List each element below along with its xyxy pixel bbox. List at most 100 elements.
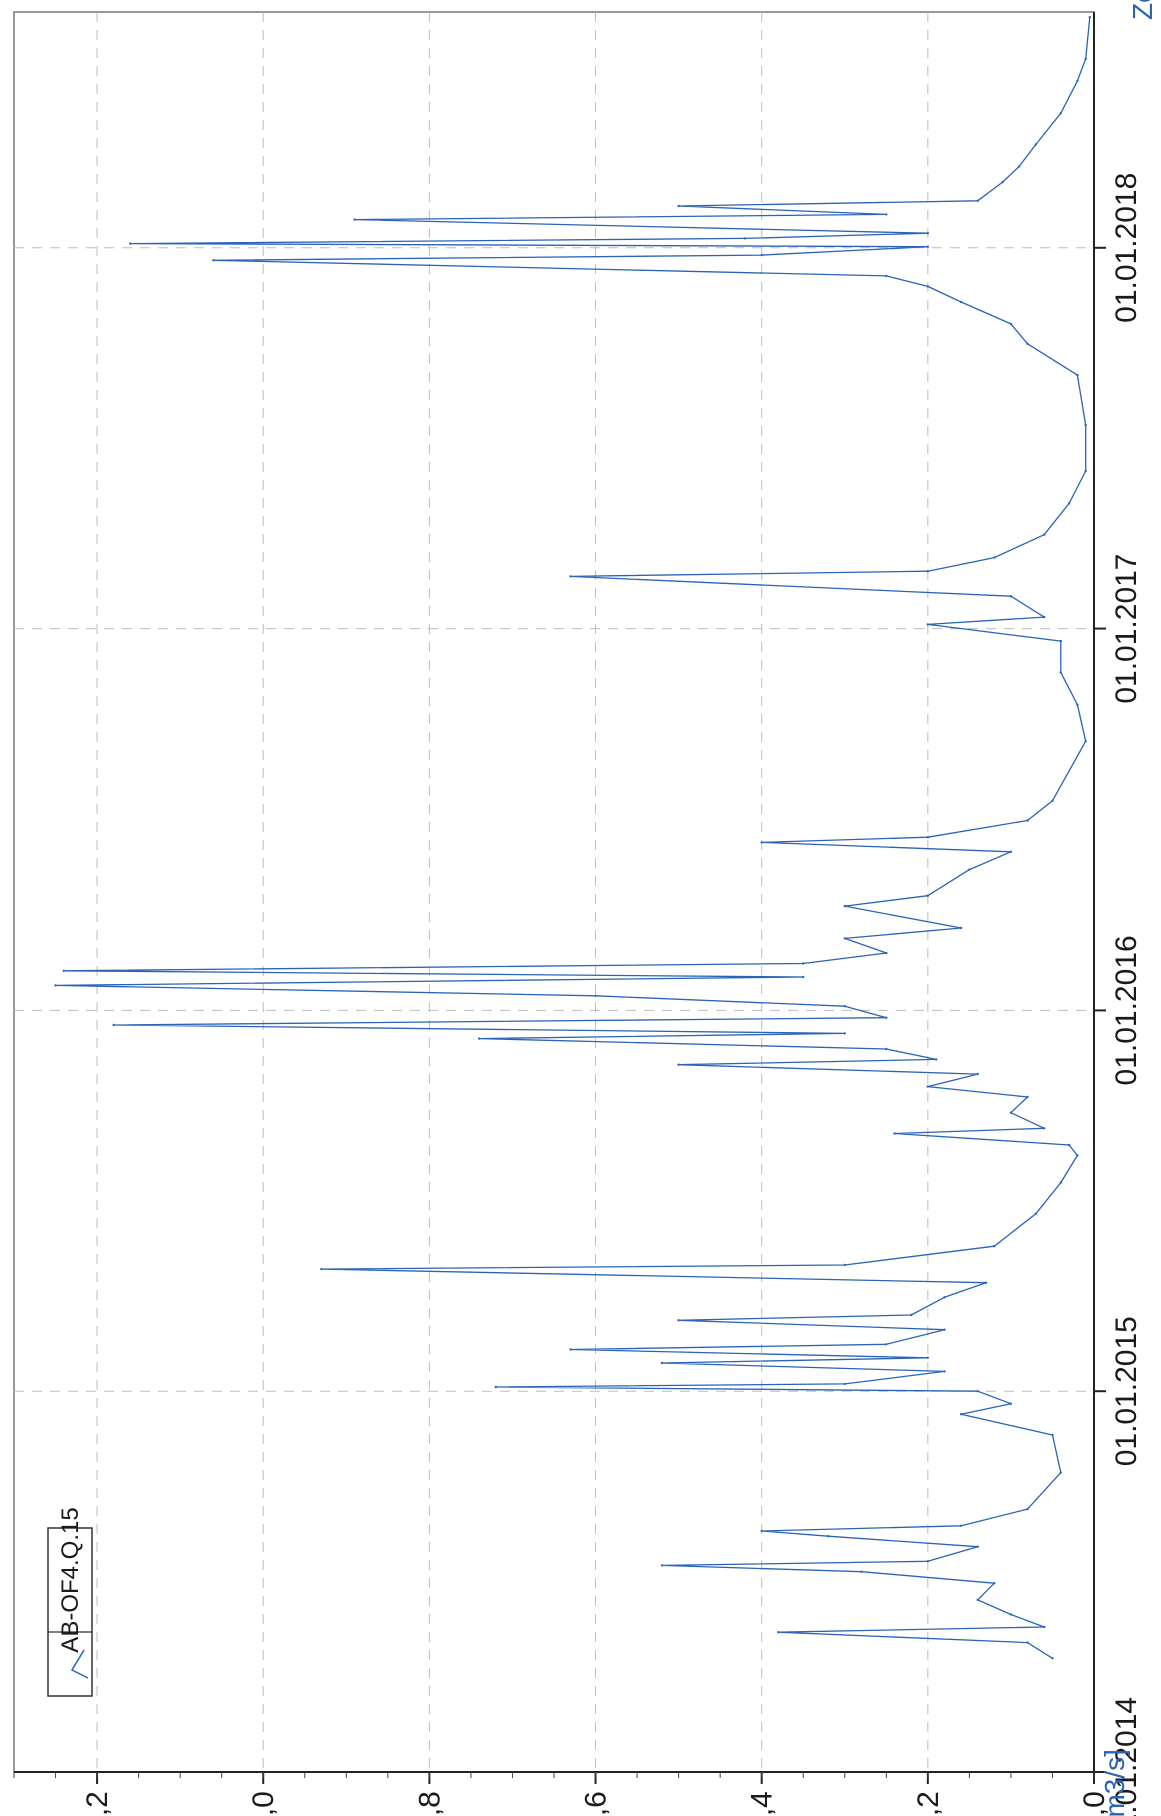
data-point [959, 926, 963, 930]
data-point [1051, 799, 1054, 802]
data-point [885, 1016, 888, 1019]
legend-entry-label: AB-OF4.Q.15 [57, 1507, 84, 1652]
data-point [1009, 1111, 1013, 1114]
data-point [1076, 373, 1079, 377]
data-point [893, 1132, 896, 1135]
data-point [926, 1356, 929, 1360]
legend-line-swatch [70, 1649, 89, 1679]
data-point [1076, 79, 1079, 83]
data-point [1076, 1154, 1079, 1157]
data-point [660, 1361, 664, 1365]
data-point [1026, 1641, 1029, 1644]
data-point [320, 1267, 323, 1271]
data-point [760, 841, 763, 844]
data-point [926, 1085, 929, 1088]
data-point [959, 1524, 963, 1528]
data-point [353, 218, 356, 221]
axes [13, 12, 1106, 1784]
data-point [1059, 112, 1063, 115]
data-point [802, 975, 805, 979]
data-point [1043, 615, 1046, 619]
data-point [1009, 322, 1013, 326]
data-point [885, 213, 888, 216]
data-point [660, 1564, 664, 1567]
data-point [1001, 180, 1004, 184]
data-point [885, 1343, 888, 1346]
data-point [1043, 533, 1046, 536]
data-point [976, 1545, 979, 1548]
data-point [984, 1281, 988, 1284]
time-tick-label: 01.01.2018 [1110, 173, 1143, 323]
value-tick-label: 0,0 [1078, 1791, 1111, 1816]
data-point [843, 1032, 846, 1035]
data-point [677, 1063, 680, 1066]
data-point [677, 204, 680, 208]
data-point [1009, 595, 1013, 598]
data-point [478, 1037, 481, 1040]
data-point [968, 868, 971, 871]
data-point [1059, 1181, 1063, 1184]
data-point [959, 1413, 963, 1416]
data-point [1051, 1657, 1054, 1660]
time-tick-label: 01.01.2016 [1110, 935, 1143, 1085]
data-point [1009, 1613, 1013, 1616]
data-point [976, 1072, 979, 1076]
data-point [993, 556, 996, 559]
data-point [760, 1529, 763, 1533]
data-point [926, 894, 929, 897]
data-point [926, 836, 929, 839]
data-point [860, 1570, 863, 1573]
data-point [1059, 671, 1063, 674]
data-point [1051, 1433, 1054, 1437]
data-point [885, 1047, 888, 1051]
data-point [1088, 16, 1092, 19]
data-point [1084, 469, 1087, 473]
data-point [1026, 342, 1029, 345]
time-tick-label: 01.01.2014 [1110, 1697, 1143, 1816]
data-point [1018, 165, 1021, 168]
data-point [1067, 1143, 1071, 1147]
data-point [54, 984, 57, 987]
data-point [959, 300, 963, 304]
data-point [594, 994, 597, 997]
data-point [885, 951, 888, 955]
data-point [62, 969, 65, 972]
data-point [1059, 639, 1063, 643]
data-point [885, 274, 888, 278]
data-point [843, 1263, 846, 1267]
value-tick-label: 1,2 [81, 1791, 114, 1816]
data-point [843, 904, 846, 908]
data-point [1026, 1095, 1029, 1099]
series-group [54, 16, 1092, 1660]
data-point [1076, 703, 1079, 706]
data-point [112, 1023, 115, 1027]
data-point [926, 570, 929, 573]
data-point [1009, 850, 1013, 853]
legend-box [47, 1527, 93, 1697]
time-tick-label: 01.01.2017 [1110, 553, 1143, 703]
data-point [935, 1058, 938, 1061]
data-point [1026, 1507, 1029, 1511]
value-axis-title: Q [m3/s] [1099, 1749, 1130, 1816]
data-point [1043, 1625, 1046, 1629]
data-point [569, 1348, 572, 1351]
value-tick-label: 0,6 [580, 1791, 613, 1816]
data-point [843, 937, 846, 940]
data-point [976, 1390, 979, 1393]
data-point [1084, 423, 1087, 427]
data-point [1034, 143, 1038, 146]
value-tick-label: 0,8 [413, 1791, 446, 1816]
data-point [743, 237, 747, 240]
data-point [1026, 819, 1029, 822]
data-point [993, 1582, 996, 1585]
data-point [1043, 1127, 1046, 1130]
data-point [976, 199, 979, 202]
data-point [976, 1598, 979, 1602]
data-point [212, 259, 215, 262]
data-point [677, 1319, 680, 1322]
data-point [926, 245, 929, 248]
data-point [943, 1296, 946, 1299]
time-tick-label: 01.01.2015 [1110, 1316, 1143, 1466]
